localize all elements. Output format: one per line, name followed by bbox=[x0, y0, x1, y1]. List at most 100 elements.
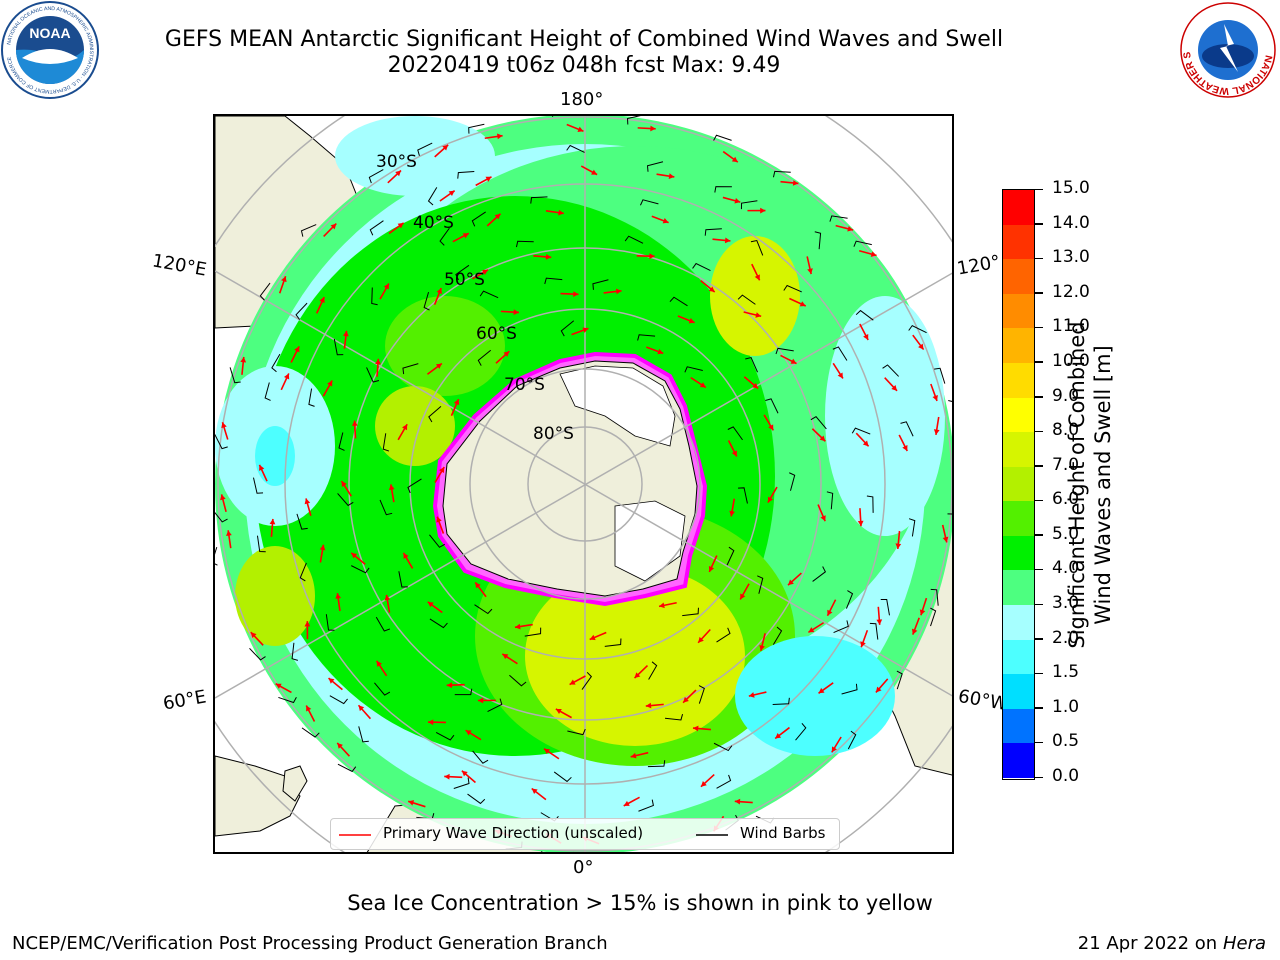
wave-arrow-head bbox=[860, 641, 866, 648]
colorbar-tick-mark bbox=[1035, 603, 1043, 606]
wave-arrow-head bbox=[446, 682, 453, 689]
wave-arrow-head bbox=[708, 565, 715, 572]
colorbar-segment bbox=[1003, 674, 1034, 710]
wave-arrow-head bbox=[448, 190, 455, 197]
wave-arrow-head bbox=[919, 609, 926, 616]
colorbar-segment bbox=[1003, 639, 1034, 675]
wave-legend-line bbox=[339, 834, 371, 836]
wind-barb bbox=[515, 240, 534, 248]
wave-arrow-head bbox=[304, 621, 311, 627]
wind-barb bbox=[215, 546, 218, 566]
wind-barb bbox=[624, 235, 644, 244]
wind-barb bbox=[880, 599, 890, 616]
wind-barb bbox=[429, 618, 448, 629]
wind-barb bbox=[789, 472, 796, 491]
wind-barb bbox=[300, 224, 317, 237]
wave-arrow-head bbox=[269, 518, 276, 525]
lon-label-60e: 60°E bbox=[161, 686, 208, 715]
wave-arrow-head bbox=[402, 424, 408, 431]
wave-arrow-head bbox=[902, 445, 908, 452]
wave-arrow-head bbox=[820, 515, 826, 522]
colorbar-tick-mark bbox=[1035, 396, 1043, 398]
lon-label-180: 180° bbox=[560, 89, 604, 110]
noaa-logo: NOAA NATIONAL OCEANIC AND ATMOSPHERIC AD… bbox=[0, 0, 100, 100]
colorbar-tick-label: 2.0 bbox=[1052, 627, 1080, 648]
wind-barb bbox=[417, 142, 433, 156]
wind-legend-label: Wind Barbs bbox=[740, 824, 826, 842]
wind-barb bbox=[379, 499, 393, 516]
wave-arrow-head bbox=[918, 343, 924, 350]
wind-barb bbox=[716, 774, 732, 789]
wind-barb bbox=[333, 338, 344, 356]
wind-barb bbox=[841, 683, 858, 695]
wind-barb bbox=[358, 726, 369, 743]
wave-arrow-head bbox=[436, 516, 442, 523]
wave-arrow-head bbox=[799, 301, 806, 307]
wind-barb bbox=[308, 388, 315, 407]
wind-barb bbox=[900, 421, 914, 437]
colorbar-segment bbox=[1003, 605, 1034, 641]
wave-arrow-head bbox=[788, 579, 794, 586]
wave-arrow-head bbox=[442, 144, 449, 151]
wind-barb bbox=[829, 215, 848, 222]
colorbar-tick-mark bbox=[1035, 638, 1043, 640]
wave-arrow-head bbox=[683, 696, 689, 703]
wave-arrow-head bbox=[748, 692, 755, 698]
wind-barb bbox=[908, 325, 927, 334]
footer-org: NCEP/EMC/Verification Post Processing Pr… bbox=[12, 933, 608, 954]
wave-arrow-head bbox=[514, 623, 521, 630]
colorbar-tick-label: 9.0 bbox=[1052, 385, 1080, 406]
wind-barb bbox=[757, 575, 764, 594]
colorbar-segment bbox=[1003, 743, 1034, 779]
wind-legend-line bbox=[696, 834, 728, 836]
wind-barb bbox=[726, 546, 735, 566]
wind-barb bbox=[934, 367, 946, 384]
wave-arrow-head bbox=[358, 705, 365, 712]
wave-arrow-head bbox=[734, 197, 741, 204]
colorbar-tick-label: 13.0 bbox=[1052, 247, 1090, 268]
wind-barb bbox=[947, 513, 952, 515]
wind-barb bbox=[765, 398, 779, 414]
wind-barb bbox=[847, 730, 857, 750]
wind-barb bbox=[439, 227, 450, 246]
wind-barb bbox=[866, 495, 874, 513]
wind-barb bbox=[382, 433, 390, 452]
colorbar-segment bbox=[1003, 466, 1034, 502]
wind-barb bbox=[375, 616, 391, 632]
colorbar-tick-mark bbox=[1035, 707, 1043, 709]
wind-barb bbox=[639, 199, 659, 206]
wave-arrow-head bbox=[294, 346, 300, 353]
wave-arrow-head bbox=[650, 125, 656, 132]
wave-arrow-head bbox=[870, 251, 877, 257]
wave-arrow-head bbox=[403, 552, 409, 559]
sea-ice-note: Sea Ice Concentration > 15% is shown in … bbox=[347, 891, 933, 915]
wave-arrow-head bbox=[731, 450, 737, 457]
wave-arrow-head bbox=[634, 672, 641, 679]
wind-barb bbox=[810, 416, 827, 430]
wind-barb bbox=[908, 518, 916, 537]
wave-arrow-head bbox=[383, 283, 389, 290]
wind-barb bbox=[745, 356, 759, 373]
colorbar-tick-label: 11.0 bbox=[1052, 316, 1090, 337]
wind-barb bbox=[684, 366, 703, 373]
wave-arrow-head bbox=[699, 382, 706, 388]
colorbar-tick-mark bbox=[1035, 465, 1043, 467]
wave-arrow-head bbox=[306, 705, 312, 712]
wind-barb bbox=[647, 760, 666, 768]
wave-arrow-head bbox=[558, 209, 564, 216]
lon-label-120e: 120°E bbox=[150, 250, 209, 281]
wave-arrow-head bbox=[645, 702, 652, 709]
footer-date: 21 Apr 2022 on Hera bbox=[1078, 933, 1266, 954]
wave-arrow-head bbox=[250, 632, 257, 639]
wind-barb bbox=[648, 661, 658, 680]
wind-barb bbox=[896, 670, 903, 690]
wind-barb bbox=[795, 722, 807, 741]
wave-arrow-head bbox=[752, 382, 759, 389]
wave-arrow-head bbox=[328, 678, 335, 684]
colorbar-tick-mark bbox=[1035, 776, 1043, 778]
wind-barb bbox=[592, 279, 609, 290]
colorbar-tick-label: 1.5 bbox=[1052, 662, 1080, 683]
wind-barb bbox=[423, 291, 430, 311]
colorbar-title-line1: Significant Height of Combined bbox=[1065, 321, 1089, 649]
wind-barb bbox=[256, 535, 266, 553]
